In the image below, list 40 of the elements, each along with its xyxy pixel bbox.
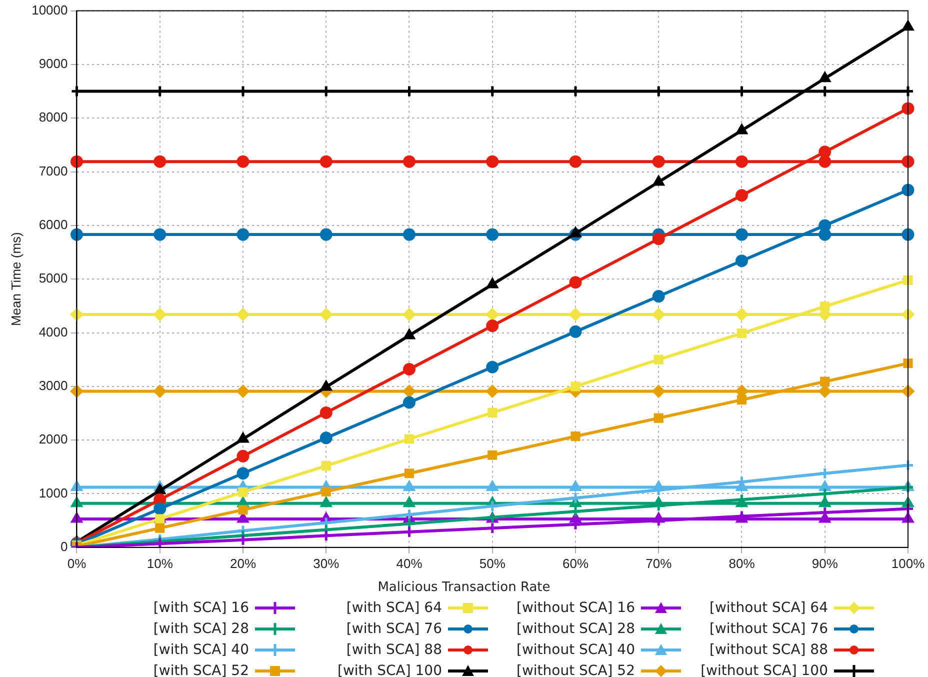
y-tick-label: 7000 <box>38 163 68 178</box>
y-tick-label: 2000 <box>38 432 68 447</box>
legend-label: [without SCA] 16 <box>516 600 635 616</box>
legend-label: [with SCA] 52 <box>153 662 249 677</box>
x-tick-label: 50% <box>479 556 506 571</box>
legend-label: [without SCA] 52 <box>516 662 635 677</box>
y-tick-label: 0 <box>60 538 68 554</box>
legend-label: [with SCA] 40 <box>153 642 249 658</box>
y-tick-label: 1000 <box>38 485 68 500</box>
legend-label: [without SCA] 76 <box>709 620 828 636</box>
x-tick-label: 80% <box>728 556 756 571</box>
x-tick-label: 90% <box>812 556 838 571</box>
legend-label: [without SCA] 28 <box>516 620 635 636</box>
y-tick-label: 5000 <box>38 270 68 286</box>
y-tick-label: 3000 <box>38 378 68 393</box>
x-tick-label: 60% <box>562 556 589 571</box>
legend-label: [with SCA] 100 <box>338 662 442 677</box>
legend-label: [with SCA] 88 <box>346 642 442 658</box>
y-tick-label: 6000 <box>38 217 68 232</box>
x-tick-label: 20% <box>230 556 256 571</box>
legend-label: [without SCA] 100 <box>700 662 828 677</box>
y-tick-label: 9000 <box>38 56 68 72</box>
y-axis-title: Mean Time (ms) <box>8 232 24 326</box>
x-tick-label: 30% <box>313 556 340 571</box>
legend-label: [with SCA] 76 <box>346 620 442 636</box>
legend-label: [without SCA] 40 <box>516 642 635 658</box>
y-tick-label: 4000 <box>38 324 68 340</box>
legend-label: [without SCA] 88 <box>709 642 828 658</box>
legend-label: [with SCA] 28 <box>153 620 249 636</box>
legend-label: [with SCA] 64 <box>346 600 442 616</box>
x-axis-title: Malicious Transaction Rate <box>376 580 552 595</box>
legend-label: [without SCA] 64 <box>709 600 828 616</box>
x-tick-label: 0% <box>67 556 87 571</box>
y-tick-label: 10000 <box>32 2 68 18</box>
legend-label: [with SCA] 16 <box>153 600 249 616</box>
x-tick-label: 100% <box>891 556 926 571</box>
x-tick-label: 40% <box>396 556 423 571</box>
y-tick-label: 8000 <box>38 110 68 125</box>
x-tick-label: 70% <box>646 556 672 571</box>
x-tick-label: 10% <box>146 556 174 571</box>
